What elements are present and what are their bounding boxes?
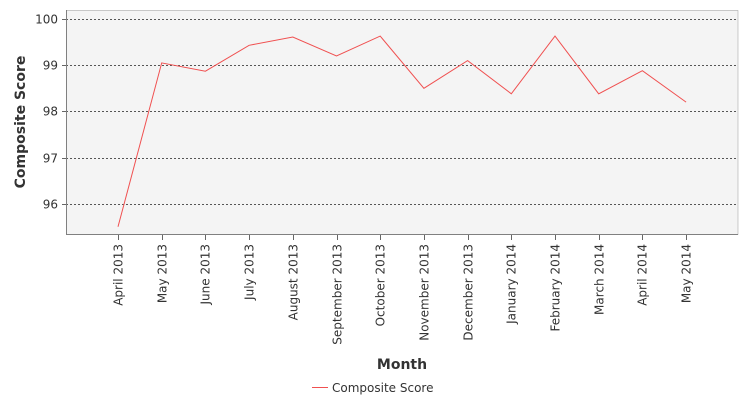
x-tick-label: February 2014: [549, 244, 563, 332]
x-tick-label: May 2014: [680, 244, 694, 303]
x-tick-label: August 2013: [287, 244, 301, 320]
x-tick-label: December 2013: [462, 244, 476, 341]
x-tick-label: January 2014: [505, 244, 519, 325]
y-tick-label: 100: [35, 13, 58, 27]
y-tick-layer: 96 97 98 99 100: [35, 13, 66, 212]
plot-border: [66, 10, 739, 235]
x-tick-label: July 2013: [243, 244, 257, 301]
x-axis-title: Month: [377, 357, 427, 373]
x-tick-label: April 2013: [112, 244, 126, 306]
x-tick-label: October 2013: [374, 244, 388, 326]
legend-label: Composite Score: [332, 381, 433, 395]
y-axis-title: Composite Score: [13, 56, 29, 189]
series-line-composite-score: [117, 35, 687, 227]
x-tick-label: June 2013: [199, 244, 213, 306]
x-tick-layer: April 2013 May 2013 June 2013 July 2013 Augu…: [112, 235, 694, 345]
y-tick-label: 98: [43, 105, 58, 119]
x-tick-label: March 2014: [593, 244, 607, 315]
x-tick-label: September 2013: [331, 244, 345, 345]
plot-background: [66, 10, 738, 235]
legend: Composite Score: [312, 381, 433, 395]
x-tick-label: May 2013: [156, 244, 170, 303]
y-tick-label: 96: [43, 198, 58, 212]
x-tick-label: November 2013: [418, 244, 432, 341]
y-tick-label: 99: [43, 59, 58, 73]
x-tick-label: April 2014: [636, 244, 650, 306]
y-tick-label: 97: [43, 152, 58, 166]
